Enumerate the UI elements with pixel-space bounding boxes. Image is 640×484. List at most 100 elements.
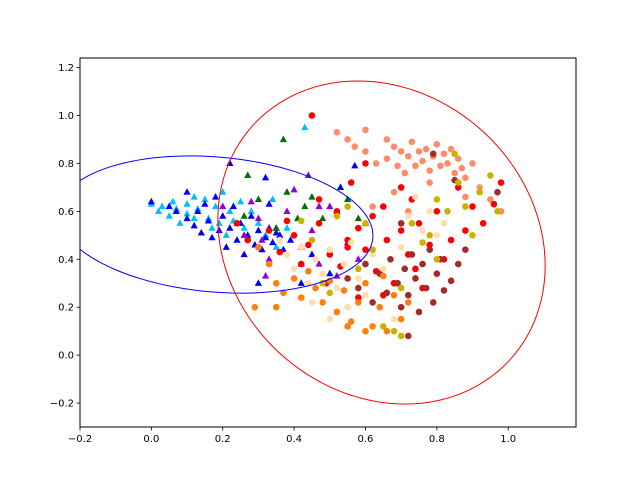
data-point-s5-19 [369, 212, 376, 220]
data-point-s0-22 [240, 224, 248, 231]
y-tick-label-4: 0.6 [58, 207, 74, 218]
data-point-s4-14 [415, 148, 423, 155]
data-point-s5-41 [355, 294, 362, 301]
y-tick-label-6: 1.0 [58, 111, 74, 122]
data-point-s4-23 [447, 145, 455, 153]
data-point-s2-5 [258, 236, 266, 243]
data-point-s8-9 [340, 260, 348, 268]
data-point-s6-22 [454, 260, 462, 268]
data-point-s8-8 [333, 284, 341, 292]
x-tick-label-4: 0.6 [358, 434, 374, 445]
data-point-s9-5 [344, 203, 351, 210]
data-point-s1-30 [276, 231, 284, 238]
data-point-s6-27 [494, 188, 501, 196]
data-point-s8-3 [297, 243, 305, 251]
data-point-s3-8 [308, 192, 316, 200]
data-point-s8-25 [344, 303, 351, 311]
data-point-s8-7 [326, 246, 334, 253]
data-point-s1-3 [183, 214, 191, 222]
data-point-s3-5 [283, 188, 291, 195]
data-point-s5-5 [290, 232, 298, 239]
data-point-s2-8 [283, 207, 291, 214]
data-point-s4-32 [369, 203, 376, 210]
data-point-s9-10 [397, 284, 405, 292]
data-point-s0-2 [158, 202, 166, 210]
data-point-s9-25 [433, 196, 441, 203]
data-point-s7-10 [333, 308, 341, 316]
data-point-s4-27 [462, 174, 469, 182]
data-point-s1-1 [165, 202, 173, 210]
data-point-s4-28 [469, 160, 476, 167]
data-point-s1-28 [269, 238, 277, 246]
data-point-s7-2 [272, 279, 280, 287]
data-point-s3-4 [279, 135, 287, 143]
data-point-s3-7 [301, 202, 309, 210]
x-tick-label-3: 0.4 [286, 434, 302, 445]
data-point-s0-29 [301, 123, 309, 131]
data-point-s6-25 [404, 332, 412, 340]
data-point-s6-8 [397, 303, 405, 311]
data-point-s9-15 [444, 208, 451, 215]
data-point-s9-19 [469, 232, 476, 239]
data-point-s9-11 [408, 220, 416, 227]
data-point-s0-27 [272, 243, 280, 250]
plot-frame [79, 57, 577, 428]
data-point-s6-9 [401, 265, 409, 273]
data-point-s7-23 [251, 303, 259, 311]
data-point-s6-28 [429, 150, 437, 158]
x-tick-label-1: 0.0 [143, 434, 159, 445]
y-tick-label-3: 0.4 [58, 255, 74, 266]
data-point-s4-33 [390, 188, 398, 196]
data-point-s6-2 [362, 260, 369, 268]
data-point-s5-1 [244, 236, 252, 244]
data-point-s9-13 [426, 232, 433, 239]
data-point-s4-0 [333, 128, 341, 136]
data-point-s7-1 [265, 260, 273, 268]
data-point-s1-36 [336, 183, 345, 190]
data-point-s4-8 [394, 162, 401, 170]
data-point-s1-15 [226, 224, 234, 231]
data-point-s1-38 [254, 279, 263, 286]
data-point-s5-22 [383, 236, 391, 244]
data-point-s0-19 [226, 207, 234, 214]
data-point-s1-14 [222, 243, 230, 250]
data-point-s8-21 [433, 232, 441, 239]
data-point-s7-24 [272, 303, 280, 311]
data-point-s6-17 [429, 299, 437, 306]
data-point-s1-13 [219, 212, 227, 219]
data-point-s7-21 [362, 327, 369, 335]
data-point-s5-28 [412, 265, 419, 273]
data-point-s7-9 [326, 277, 334, 285]
data-point-s4-13 [412, 162, 419, 170]
data-point-s4-17 [426, 167, 433, 174]
data-point-s5-9 [315, 220, 323, 227]
data-point-s6-5 [383, 289, 391, 297]
data-point-s5-0 [233, 220, 241, 227]
data-point-s7-6 [305, 267, 312, 275]
data-point-s2-3 [247, 197, 255, 205]
data-point-s2-4 [254, 214, 263, 222]
data-point-s5-29 [415, 220, 423, 227]
data-point-s0-6 [176, 219, 184, 226]
data-point-s1-0 [147, 197, 155, 205]
data-point-s7-14 [362, 279, 369, 287]
data-point-s0-26 [269, 195, 277, 202]
data-point-s0-21 [236, 197, 245, 205]
data-point-s6-7 [394, 279, 401, 287]
data-point-s5-45 [283, 217, 291, 225]
x-axis: −0.2 0.0 0.2 0.4 0.6 0.8 1.0 [68, 427, 516, 445]
data-point-s4-36 [462, 193, 469, 201]
data-point-s7-3 [280, 289, 287, 297]
data-point-s0-15 [211, 202, 220, 210]
data-point-s4-29 [476, 184, 483, 191]
data-point-s8-17 [404, 212, 412, 220]
data-point-s4-3 [362, 148, 369, 155]
data-point-s7-13 [355, 299, 362, 306]
data-point-s2-0 [219, 202, 227, 210]
data-point-s7-22 [344, 323, 351, 330]
data-point-s9-23 [397, 332, 405, 340]
data-point-s5-21 [380, 203, 387, 210]
data-point-s4-25 [454, 155, 462, 162]
